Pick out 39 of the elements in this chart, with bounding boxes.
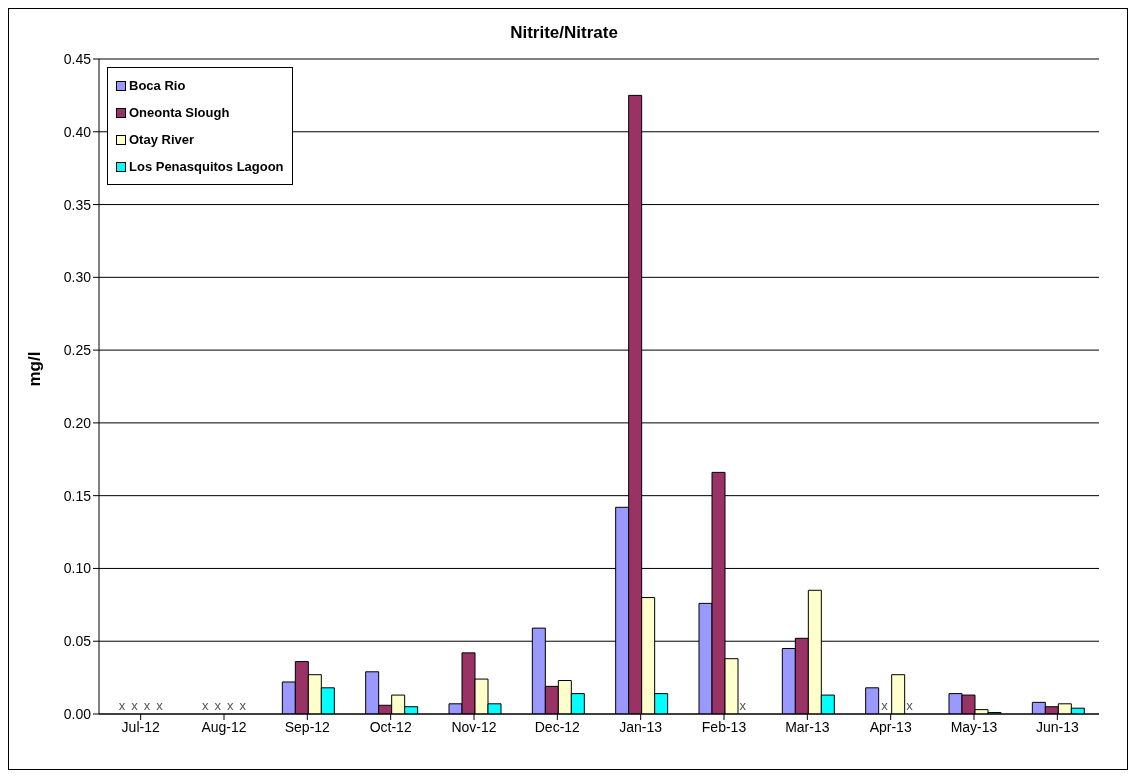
y-axis-title: mg/l — [25, 351, 45, 387]
missing-sample-x: x — [156, 698, 163, 713]
legend-label: Boca Rio — [129, 78, 186, 93]
y-tick-label: 0.15 — [63, 487, 92, 504]
missing-sample-x: x — [214, 698, 221, 713]
x-tick-label: Jul-12 — [121, 718, 160, 735]
x-tick-label: Jun-13 — [1035, 718, 1079, 735]
missing-sample-x: x — [906, 698, 913, 713]
missing-sample-x: x — [227, 698, 234, 713]
y-tick-label: 0.35 — [63, 196, 92, 213]
y-tick-label: 0.40 — [63, 123, 92, 140]
legend-label: Los Penasquitos Lagoon — [129, 159, 284, 174]
chart-title: Nitrite/Nitrate — [509, 23, 619, 43]
x-tick-label: Sep-12 — [284, 718, 331, 735]
x-tick-label: Apr-13 — [869, 718, 912, 735]
legend-label: Oneonta Slough — [129, 105, 230, 120]
missing-sample-x: x — [131, 698, 138, 713]
x-tick-label: Jan-13 — [619, 718, 663, 735]
missing-sample-x: x — [118, 698, 126, 713]
y-tick-label: 0.30 — [63, 269, 92, 286]
y-tick-label: 0.05 — [63, 633, 92, 650]
x-tick-label: Oct-12 — [369, 718, 412, 735]
x-tick-label: Nov-12 — [451, 718, 497, 735]
x-tick-label: Mar-13 — [785, 718, 830, 735]
legend-label: Otay River — [129, 132, 195, 147]
missing-sample-x: x — [143, 698, 151, 713]
x-tick-label: Feb-13 — [701, 718, 747, 735]
y-tick-label: 0.00 — [63, 705, 92, 722]
missing-sample-x: x — [202, 698, 209, 713]
x-tick-label: Dec-12 — [534, 718, 581, 735]
y-tick-label: 0.10 — [63, 560, 92, 577]
y-tick-label: 0.25 — [63, 342, 92, 359]
y-tick-label: 0.45 — [63, 50, 92, 67]
missing-sample-x: x — [739, 698, 746, 713]
missing-sample-x: x — [881, 698, 888, 713]
x-tick-label: Aug-12 — [201, 718, 247, 735]
x-tick-label: May-13 — [950, 718, 998, 735]
missing-sample-x: x — [239, 698, 246, 713]
y-tick-label: 0.20 — [63, 414, 92, 431]
